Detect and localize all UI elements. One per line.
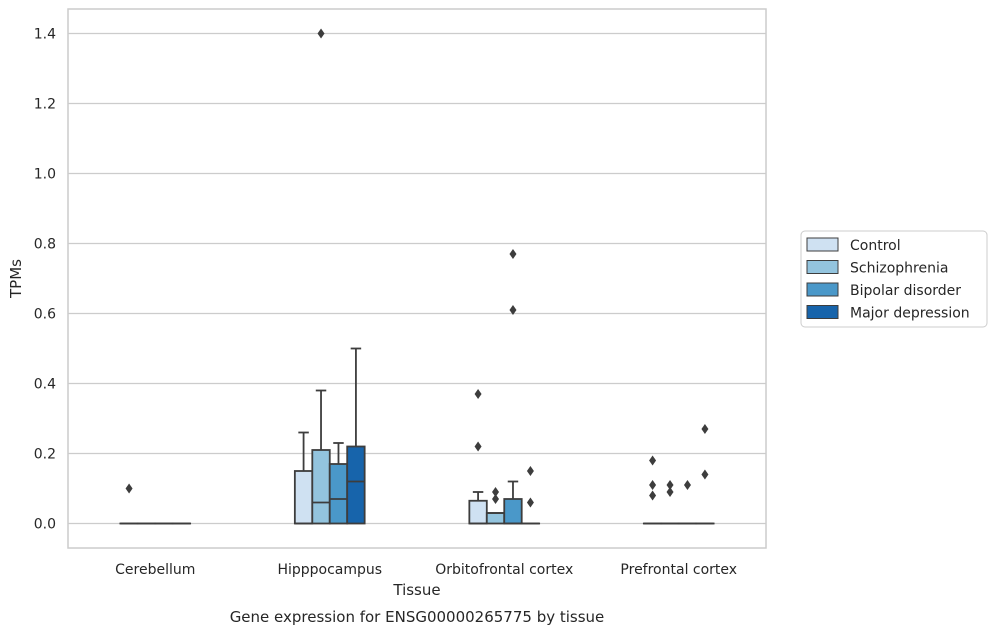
plot-area: [68, 9, 766, 548]
outlier-point: [666, 487, 674, 497]
box-body: [485, 512, 506, 525]
plot-frame: [67, 8, 767, 549]
legend-swatch: [806, 305, 839, 319]
y-tick-label: 1.2: [34, 97, 56, 113]
chart-caption: Gene expression for ENSG00000265775 by t…: [230, 608, 605, 626]
outlier-point: [125, 483, 133, 494]
y-tick-label: 0.4: [34, 377, 56, 393]
legend-swatch: [806, 260, 839, 274]
y-tick-label: 0.0: [34, 517, 56, 533]
box-body: [293, 470, 314, 525]
outlier-point: [649, 455, 657, 466]
outlier-point: [492, 494, 500, 504]
y-axis-ticks: 0.0 0.2 0.4 0.6 0.8 1.0 1.2 1.4: [34, 27, 56, 533]
box-body: [346, 445, 366, 525]
box-groups: [119, 28, 715, 525]
box-body: [328, 463, 349, 525]
box-body: [503, 498, 523, 525]
y-tick-label: 0.2: [34, 447, 56, 463]
box-orbitofrontal-cortex-control: [468, 389, 488, 525]
outlier-point: [683, 480, 691, 490]
outlier-point: [701, 424, 709, 434]
outlier-point: [526, 466, 534, 476]
box-prefrontal-cortex-schizophrenia: [660, 480, 680, 525]
x-tick-label: Prefrontal cortex: [620, 562, 737, 578]
y-tick-label: 1.4: [34, 27, 56, 43]
outlier-point: [509, 249, 517, 259]
legend: Control Schizophrenia Bipolar disorder Majo…: [800, 230, 988, 328]
box-hipppocampus-major-depression: [346, 347, 366, 525]
outlier-point: [509, 305, 517, 315]
y-tick-label: 0.6: [34, 307, 56, 323]
legend-frame: [800, 230, 988, 328]
x-tick-label: Cerebellum: [115, 562, 195, 578]
box-prefrontal-cortex-control: [642, 455, 663, 525]
box-body: [311, 449, 331, 525]
y-axis-label: TPMs: [7, 259, 25, 299]
legend-label: Major depression: [850, 306, 970, 322]
legend-swatch: [806, 237, 839, 252]
legend-swatch: [806, 282, 839, 297]
outlier-point: [474, 441, 482, 452]
outlier-point: [649, 490, 657, 501]
box-prefrontal-cortex-major-depression: [695, 424, 715, 525]
grid-lines: [68, 32, 766, 525]
outlier-point: [317, 28, 325, 39]
outlier-point: [474, 389, 482, 399]
x-tick-label: Orbitofrontal cortex: [435, 562, 573, 578]
box-orbitofrontal-cortex-bipolar-disorder: [503, 249, 523, 525]
legend-label: Schizophrenia: [850, 261, 948, 277]
y-tick-label: 1.0: [34, 167, 56, 183]
x-axis-ticks: Cerebellum Hipppocampus Orbitofrontal cort…: [115, 562, 737, 578]
box-orbitofrontal-cortex-major-depression: [520, 466, 541, 525]
outlier-point: [526, 497, 534, 508]
x-axis-label: Tissue: [392, 581, 440, 599]
outlier-point: [701, 469, 709, 480]
outlier-point: [649, 480, 657, 490]
box-body: [468, 499, 488, 525]
outlier-point: [492, 487, 500, 497]
x-tick-label: Hipppocampus: [277, 562, 382, 578]
y-tick-label: 0.8: [34, 237, 56, 253]
legend-label: Bipolar disorder: [850, 283, 961, 299]
legend-label: Control: [850, 238, 901, 254]
outlier-point: [666, 480, 674, 490]
